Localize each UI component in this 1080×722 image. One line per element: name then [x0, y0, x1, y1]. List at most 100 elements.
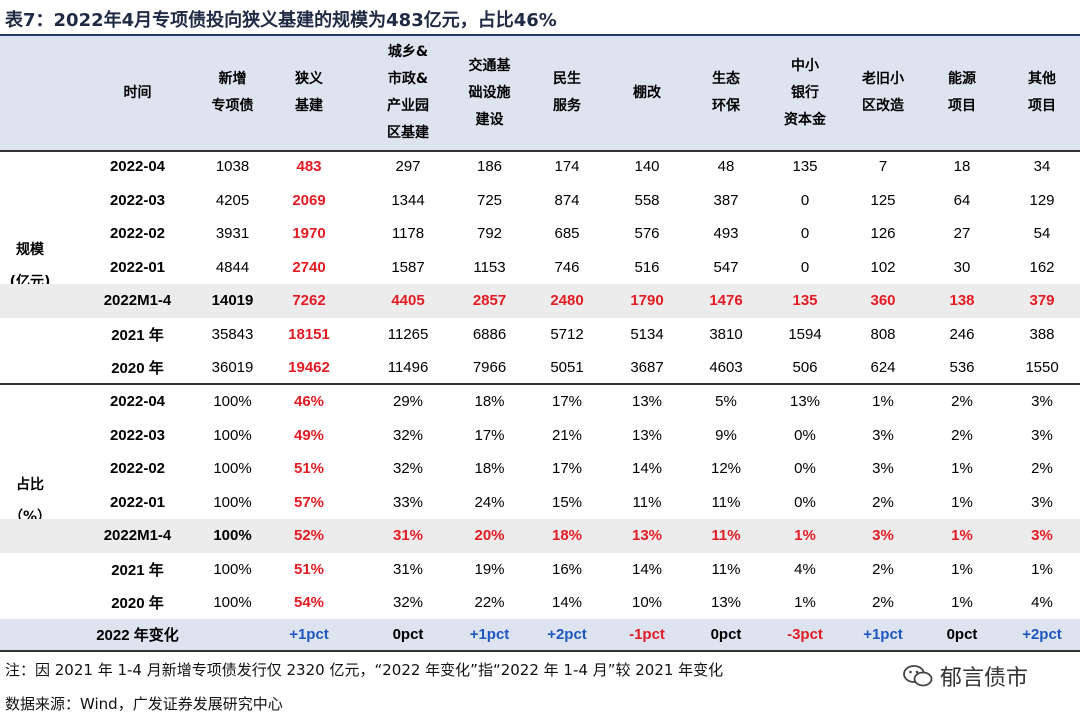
table-cell: 3% — [872, 426, 894, 444]
row-time: 2022M1-4 — [103, 527, 172, 545]
table-cell: 100% — [213, 527, 252, 545]
table-cell: 1% — [951, 460, 973, 478]
bottom-divider — [0, 650, 1080, 652]
table-cell: 31% — [392, 560, 424, 578]
row-time: 2022-03 — [109, 426, 166, 444]
table-cell: 5712 — [550, 325, 584, 343]
change-cell: -1pct — [629, 626, 665, 643]
table-cell: 16% — [551, 560, 583, 578]
change-cell: -3pct — [787, 626, 823, 643]
table-row: 2022-01 4844 2740 1587 1153 746 516 547 0 102 30 16… — [0, 251, 1080, 285]
table-cell: 1% — [951, 527, 973, 545]
table-cell: 11% — [711, 527, 741, 545]
table-cell: 1% — [951, 594, 973, 612]
table-row: 2022M1-4 100% 52% 31% 20% 18% 13% 11% 1% 3% 1% 3% — [0, 519, 1080, 553]
row-time: 2021 年 — [111, 561, 164, 579]
table-cell: 1970 — [292, 225, 326, 243]
row-time: 2020 年 — [111, 360, 164, 378]
wechat-icon — [903, 665, 933, 687]
row-time: 2022-03 — [109, 191, 166, 209]
header-col: 城乡& 市政& 产业园 区基建 — [387, 44, 429, 141]
table-cell: 1790 — [630, 292, 664, 310]
table-cell: 0% — [794, 493, 816, 511]
table-cell: 6886 — [472, 325, 507, 343]
source-note: 数据来源：Wind，广发证券发展研究中心 — [5, 695, 283, 713]
table-cell: 1% — [794, 527, 816, 545]
table-cell: 808 — [870, 325, 896, 343]
table-cell: 4844 — [215, 258, 250, 276]
table-cell: 54% — [293, 594, 325, 612]
watermark-text: 郁言债市 — [940, 666, 1029, 691]
table-cell: 18% — [551, 527, 583, 545]
change-cell: 0pct — [710, 626, 742, 643]
table-cell: 3% — [1031, 393, 1053, 411]
table-cell: 506 — [792, 359, 818, 377]
table-header — [0, 36, 1080, 150]
table-cell: 34 — [1033, 158, 1051, 176]
header-col: 狭义 基建 — [295, 71, 323, 114]
table-cell: 100% — [213, 493, 252, 511]
footnote: 注：因 2021 年 1-4 月新增专项债发行仅 2320 亿元，“2022 年… — [5, 661, 724, 679]
table-cell: 379 — [1029, 292, 1055, 310]
row-time: 2022-04 — [109, 158, 166, 176]
table-cell: 140 — [634, 158, 660, 176]
table-cell: 1038 — [215, 158, 250, 176]
table-cell: 14019 — [211, 292, 254, 310]
row-time: 2022M1-4 — [103, 292, 172, 310]
change-cell: +2pct — [547, 626, 587, 643]
table-cell: 11496 — [387, 359, 429, 377]
header-col: 新增 专项债 — [211, 71, 254, 114]
table-cell: 746 — [554, 258, 580, 276]
table-cell: 11265 — [387, 325, 429, 343]
table-cell: 0 — [800, 258, 810, 276]
table-cell: 138 — [949, 292, 975, 310]
table-cell: 35843 — [211, 325, 254, 343]
table-cell: 536 — [949, 359, 975, 377]
table-row: 2021 年 35843 18151 11265 6886 5712 5134 3810 159… — [0, 318, 1080, 352]
table-row: 2020 年 100% 54% 32% 22% 14% 10% 13% 1% 2% 1% 4% — [0, 586, 1080, 620]
row-time: 2022-04 — [109, 393, 166, 411]
change-label: 2022 年变化 — [96, 627, 179, 644]
table-cell: 1476 — [709, 292, 743, 310]
table-cell: 0 — [800, 225, 810, 243]
table-cell: 5134 — [630, 325, 664, 343]
table-cell: 13% — [710, 594, 742, 612]
table-cell: 14% — [631, 560, 663, 578]
table-cell: 2% — [872, 594, 894, 612]
table-cell: 4205 — [215, 191, 250, 209]
table-cell: 1% — [1031, 560, 1053, 578]
table-cell: 2480 — [550, 292, 584, 310]
table-cell: 2069 — [292, 191, 326, 209]
table-cell: 0 — [800, 191, 810, 209]
table-cell: 135 — [792, 292, 818, 310]
table-cell: 32% — [392, 426, 424, 444]
table-cell: 129 — [1029, 191, 1055, 209]
table-cell: 52% — [293, 527, 325, 545]
table-cell: 14% — [631, 460, 663, 478]
header-col: 棚改 — [633, 84, 661, 101]
table-cell: 125 — [870, 191, 896, 209]
header-col: 其他 项目 — [1028, 71, 1056, 114]
table-cell: 48 — [717, 158, 735, 176]
table-cell: 31% — [392, 527, 424, 545]
section-divider — [0, 383, 1080, 385]
row-time: 2022-02 — [109, 225, 166, 243]
table-cell: 1% — [794, 594, 816, 612]
table-cell: 483 — [296, 158, 322, 176]
table-cell: 17% — [551, 460, 583, 478]
table-cell: 18% — [474, 460, 505, 478]
table-row: 2022M1-4 14019 7262 4405 2857 2480 1790 1476 135… — [0, 284, 1080, 318]
table-cell: 5% — [715, 393, 737, 411]
table-cell: 19462 — [288, 359, 330, 377]
table-cell: 13% — [631, 393, 663, 411]
table-cell: 9% — [715, 426, 737, 444]
table-row: 2022-04 1038 483 297 186 174 140 48 135 7 18 34 — [0, 150, 1080, 184]
table-cell: 100% — [213, 560, 252, 578]
table-cell: 17% — [474, 426, 505, 444]
table-cell: 135 — [792, 158, 818, 176]
table-cell: 1% — [872, 393, 894, 411]
table-cell: 1% — [951, 560, 973, 578]
table-cell: 64 — [953, 191, 971, 209]
table-cell: 1% — [951, 493, 973, 511]
table-cell: 21% — [551, 426, 583, 444]
